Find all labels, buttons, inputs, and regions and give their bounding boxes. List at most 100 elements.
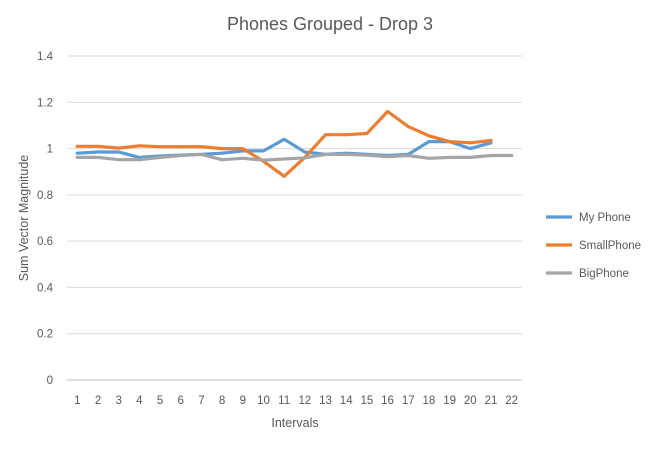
y-tick-label: 0.8 (37, 190, 53, 202)
data-point (117, 146, 121, 150)
y-tick-label: 0.2 (37, 329, 53, 341)
legend: My Phone SmallPhone BigPhone (546, 212, 641, 280)
x-axis-ticks: 1 2 3 4 5 6 7 8 9 10 11 12 13 14 15 16 17 18 19 20 21 22 (74, 395, 518, 407)
data-point (303, 150, 307, 154)
y-tick-label: 0 (47, 375, 53, 387)
data-point (200, 145, 203, 149)
x-tick-label: 21 (485, 395, 498, 407)
x-tick-label: 12 (298, 395, 311, 407)
data-point (117, 150, 121, 154)
data-point (220, 158, 224, 162)
legend-item: SmallPhone (546, 240, 641, 252)
data-point (158, 156, 162, 159)
data-point (179, 154, 183, 157)
x-tick-label: 17 (402, 395, 415, 407)
x-tick-label: 5 (157, 395, 163, 407)
data-point (75, 151, 79, 155)
data-point (179, 145, 183, 149)
data-point (448, 156, 451, 159)
x-tick-label: 6 (178, 395, 184, 407)
series-line (75, 109, 493, 178)
data-point (96, 150, 100, 154)
data-point (427, 134, 431, 138)
data-point (241, 156, 245, 160)
data-point (75, 144, 79, 148)
series-smallphone (75, 109, 493, 178)
x-tick-label: 1 (74, 395, 80, 407)
data-point (262, 158, 265, 162)
data-point (386, 110, 389, 113)
data-point (324, 133, 327, 137)
data-point (510, 154, 514, 157)
x-tick-label: 9 (240, 395, 246, 407)
data-point (468, 141, 472, 145)
data-point (220, 151, 224, 155)
data-point (220, 147, 224, 151)
data-point (489, 154, 493, 157)
data-point (241, 147, 245, 151)
data-point (262, 149, 265, 153)
data-point (303, 156, 307, 160)
data-point (96, 156, 100, 159)
series-line (75, 152, 514, 162)
chart-title: Phones Grouped - Drop 3 (227, 14, 433, 34)
x-tick-label: 20 (464, 395, 477, 407)
data-point (282, 137, 286, 141)
x-tick-label: 4 (136, 395, 143, 407)
data-point (75, 156, 79, 159)
gridlines (67, 55, 522, 381)
data-point (344, 133, 348, 137)
series-bigphone (75, 152, 514, 162)
data-point (427, 156, 431, 160)
data-point (427, 140, 431, 144)
data-point (158, 145, 162, 149)
x-tick-label: 16 (381, 395, 394, 407)
data-point (96, 144, 100, 148)
x-tick-label: 10 (257, 395, 270, 407)
data-point (282, 174, 286, 178)
x-tick-label: 19 (443, 395, 456, 407)
y-tick-label: 1.4 (37, 51, 54, 63)
data-point (406, 125, 410, 128)
y-tick-label: 1 (47, 144, 53, 156)
x-tick-label: 11 (278, 395, 290, 407)
legend-label: SmallPhone (579, 240, 641, 252)
x-tick-label: 8 (219, 395, 225, 407)
data-point (468, 147, 472, 151)
data-point (386, 155, 389, 159)
legend-label: My Phone (579, 212, 631, 224)
data-point (365, 132, 369, 135)
data-point (489, 139, 493, 142)
x-axis-label: Intervals (271, 416, 318, 430)
x-tick-label: 13 (319, 395, 332, 407)
legend-label: BigPhone (579, 268, 629, 280)
y-tick-label: 0.6 (37, 236, 53, 248)
data-point (468, 156, 472, 159)
x-tick-label: 7 (198, 395, 204, 407)
data-point (117, 158, 121, 162)
data-point (324, 153, 327, 156)
x-tick-label: 18 (423, 395, 436, 407)
y-tick-label: 1.2 (37, 97, 53, 109)
x-tick-label: 14 (340, 395, 353, 407)
data-point (365, 153, 369, 157)
data-point (138, 144, 141, 148)
y-axis-label: Sum Vector Magnitude (17, 155, 31, 282)
series-lines (75, 109, 514, 178)
data-point (200, 153, 203, 156)
y-tick-label: 0.4 (37, 282, 54, 294)
y-axis-ticks: 0 0.2 0.4 0.6 0.8 1 1.2 1.4 (37, 51, 54, 387)
x-tick-label: 3 (116, 395, 122, 407)
data-point (406, 154, 410, 157)
legend-item: BigPhone (546, 268, 629, 280)
data-point (344, 153, 348, 156)
x-tick-label: 15 (360, 395, 373, 407)
data-point (138, 158, 141, 162)
x-tick-label: 22 (505, 395, 518, 407)
data-point (282, 157, 286, 161)
data-point (448, 140, 451, 144)
legend-item: My Phone (546, 212, 631, 224)
x-tick-label: 2 (95, 395, 101, 407)
